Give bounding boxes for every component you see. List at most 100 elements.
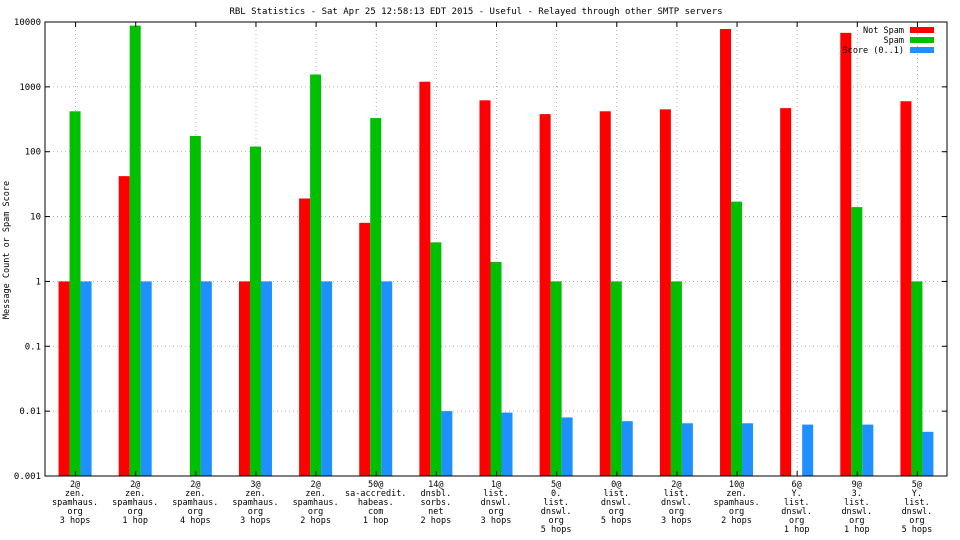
x-category-label-line: 5 hops (541, 525, 572, 535)
x-category-label-line: 14@ (428, 480, 443, 490)
bar-not-spam (840, 32, 852, 476)
x-category-label: 6@ Y. list. dnswl. org 1 hop (781, 480, 812, 535)
x-category-label: 2@ zen. spamhaus. org 3 hops (52, 480, 98, 526)
x-category-label-line: spamhaus. (52, 498, 98, 508)
bar-score-0-1 (621, 421, 633, 476)
chart-title: RBL Statistics - Sat Apr 25 12:58:13 EDT… (229, 7, 722, 17)
bars-layer (58, 25, 934, 477)
x-category-label: 50@ sa-accredit. habeas. com 1 hop (345, 480, 406, 526)
x-category-label-line: 1 hop (784, 525, 810, 535)
y-tick-label: 0.01 (19, 407, 41, 417)
bar-spam (490, 261, 502, 476)
x-category-label-line: 9@ (852, 480, 862, 490)
x-category-label-line: spamhaus. (714, 498, 760, 508)
bar-score-0-1 (260, 281, 272, 476)
x-category-label-line: org (548, 516, 563, 526)
x-category-label: 1@ list. dnswl. org 3 hops (481, 480, 512, 526)
x-category-label-line: 3 hops (60, 516, 91, 526)
x-category-label-line: zen. (65, 489, 85, 499)
x-category-label: 5@ Y. list. dnswl. org 5 hops (902, 480, 933, 535)
x-category-label: 14@ dnsbl. sorbs. net 2 hops (421, 480, 452, 526)
x-category-label-line: list. (844, 498, 870, 508)
x-category-label-line: 2 hops (300, 516, 331, 526)
bar-score-0-1 (200, 281, 212, 476)
x-category-label-line: org (789, 516, 804, 526)
x-category-label: 2@ zen. spamhaus. org 2 hops (293, 480, 339, 526)
bar-score-0-1 (321, 281, 333, 476)
x-category-label-line: org (128, 507, 143, 517)
x-category-label-line: dnsbl. (421, 489, 452, 499)
x-category-label-line: spamhaus. (172, 498, 218, 508)
x-category-label-line: sa-accredit. (345, 489, 406, 499)
x-category-label-line: habeas. (358, 498, 394, 508)
y-tick-label: 1 (36, 277, 41, 287)
bar-not-spam (900, 101, 912, 477)
y-tick-label: 10 (30, 213, 41, 223)
x-category-label-line: 1 hop (122, 516, 148, 526)
plot-frame (44, 21, 948, 477)
bar-spam (69, 111, 81, 476)
bar-score-0-1 (742, 423, 754, 476)
x-category-label-line: list. (664, 489, 690, 499)
bar-score-0-1 (140, 281, 152, 476)
x-category-label-line: Y. (792, 489, 802, 499)
x-category-label-line: zen. (726, 489, 746, 499)
bar-spam (189, 135, 201, 476)
y-tick-label: 10000 (14, 18, 41, 28)
x-category-label-line: 50@ (368, 480, 383, 490)
legend-label: Score (0..1) (843, 46, 904, 56)
x-category-label-line: zen. (125, 489, 145, 499)
bar-spam (911, 281, 923, 476)
bar-score-0-1 (80, 281, 92, 476)
x-category-label-line: org (729, 507, 744, 517)
x-category-label: 9@ 3. list. dnswl. org 1 hop (841, 480, 872, 535)
x-category-label-line: sorbs. (421, 498, 452, 508)
bar-score-0-1 (802, 424, 814, 476)
x-category-label-line: spamhaus. (232, 498, 278, 508)
x-category-label-line: 0@ (611, 480, 621, 490)
bar-spam (129, 25, 141, 476)
x-category-label-line: 4 hops (180, 516, 211, 526)
bar-not-spam (299, 198, 311, 477)
x-category-label-line: dnswl. (781, 507, 812, 517)
bar-spam (670, 281, 682, 476)
bar-score-0-1 (381, 281, 393, 476)
x-category-label-line: 2@ (310, 480, 320, 490)
x-category-label-line: zen. (245, 489, 265, 499)
legend-swatch (910, 27, 934, 33)
bar-not-spam (599, 111, 611, 476)
bar-spam (430, 242, 442, 476)
x-category-label-line: spamhaus. (293, 498, 339, 508)
x-category-label-line: org (248, 507, 263, 517)
x-category-label-line: dnswl. (541, 507, 572, 517)
x-category-label-line: org (669, 507, 684, 517)
x-category-label-line: 3 hops (481, 516, 512, 526)
bar-not-spam (720, 28, 732, 476)
bar-score-0-1 (441, 411, 453, 476)
bar-not-spam (539, 114, 551, 476)
x-category-label: 5@ 0. list. dnswl. org 5 hops (541, 480, 572, 535)
bar-score-0-1 (862, 424, 874, 476)
x-category-label-line: org (609, 507, 624, 517)
x-category-label-line: 2 hops (421, 516, 452, 526)
x-category-label: 2@ zen. spamhaus. org 4 hops (172, 480, 218, 526)
bar-not-spam (419, 81, 431, 476)
x-category-label: 2@ zen. spamhaus. org 1 hop (112, 480, 158, 526)
x-category-label-line: 1@ (491, 480, 501, 490)
x-category-label-line: 3@ (250, 480, 260, 490)
x-category-label-line: 0. (551, 489, 561, 499)
y-tick-label: 0.001 (14, 472, 41, 482)
x-category-label-line: 2 hops (721, 516, 752, 526)
bar-spam (310, 74, 322, 477)
bar-not-spam (479, 100, 491, 476)
bar-spam (610, 281, 622, 476)
x-category-label-line: 5@ (912, 480, 922, 490)
legend-label: Not Spam (863, 26, 904, 36)
x-category-label-line: zen. (305, 489, 325, 499)
bar-score-0-1 (922, 431, 934, 476)
x-category-label-line: 3. (852, 489, 862, 499)
bar-spam (370, 118, 382, 476)
